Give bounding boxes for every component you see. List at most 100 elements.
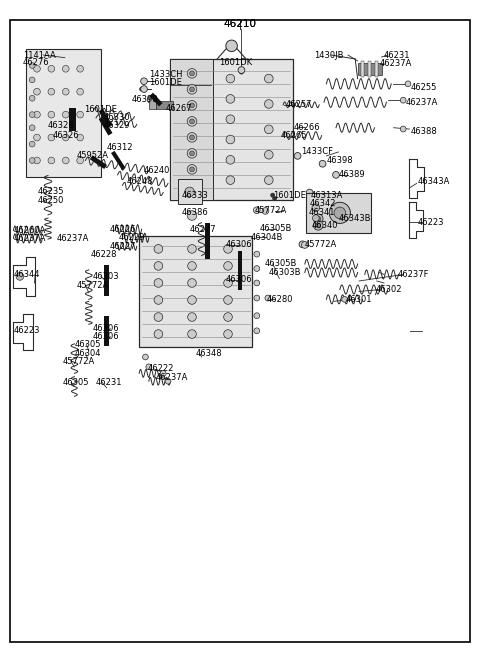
Text: 45772A: 45772A — [304, 240, 336, 250]
Text: 46304: 46304 — [74, 348, 101, 358]
Bar — [139, 236, 252, 347]
Circle shape — [264, 151, 273, 159]
Circle shape — [190, 103, 194, 108]
Text: 46227: 46227 — [109, 242, 136, 251]
Circle shape — [185, 187, 194, 196]
Circle shape — [190, 183, 194, 188]
Bar — [368, 60, 372, 77]
Text: 46237A: 46237A — [13, 234, 46, 243]
Bar — [375, 60, 378, 77]
Circle shape — [270, 193, 275, 198]
Circle shape — [48, 66, 55, 72]
Text: 46235: 46235 — [37, 187, 64, 196]
Circle shape — [141, 86, 147, 92]
Text: 46237A: 46237A — [379, 59, 411, 68]
Circle shape — [313, 214, 323, 223]
Text: 46303: 46303 — [92, 272, 119, 281]
Bar — [156, 101, 173, 109]
Text: 46231: 46231 — [384, 50, 410, 60]
Bar — [306, 193, 371, 233]
Circle shape — [190, 71, 194, 76]
Text: 46389: 46389 — [338, 170, 365, 179]
Text: 46306: 46306 — [92, 324, 119, 333]
Circle shape — [224, 244, 232, 253]
Circle shape — [226, 176, 235, 185]
Circle shape — [141, 78, 147, 84]
Circle shape — [154, 278, 163, 288]
Circle shape — [29, 158, 35, 163]
Text: 46277: 46277 — [190, 225, 216, 234]
Circle shape — [154, 261, 163, 271]
Bar — [238, 260, 242, 290]
Circle shape — [29, 63, 35, 68]
Text: 46304B: 46304B — [251, 233, 283, 242]
Circle shape — [187, 117, 197, 126]
Bar — [170, 59, 293, 200]
Circle shape — [188, 244, 196, 253]
Circle shape — [316, 223, 321, 228]
Text: 46330: 46330 — [103, 113, 130, 122]
Circle shape — [224, 278, 232, 288]
Circle shape — [160, 371, 166, 376]
Text: 46301: 46301 — [346, 295, 372, 304]
Circle shape — [154, 244, 163, 253]
Circle shape — [342, 297, 348, 302]
Circle shape — [226, 74, 235, 83]
Bar — [178, 179, 202, 204]
Circle shape — [190, 135, 194, 140]
Circle shape — [34, 88, 40, 95]
Text: 45772A: 45772A — [77, 281, 109, 290]
Text: 1601DE: 1601DE — [273, 191, 305, 200]
Text: 1141AA: 1141AA — [23, 50, 56, 60]
Text: 46326: 46326 — [53, 131, 79, 140]
Text: 46237A: 46237A — [57, 234, 89, 243]
Text: 46329: 46329 — [103, 121, 130, 130]
Circle shape — [238, 67, 245, 73]
Circle shape — [264, 74, 273, 83]
Circle shape — [226, 94, 235, 103]
Circle shape — [187, 181, 197, 190]
Circle shape — [187, 132, 197, 142]
Text: 46223: 46223 — [418, 217, 444, 227]
Text: 1601DK: 1601DK — [218, 58, 252, 67]
Text: 46341: 46341 — [308, 208, 335, 217]
Circle shape — [62, 111, 69, 118]
Bar — [205, 223, 209, 259]
Text: 46240: 46240 — [144, 166, 170, 176]
Circle shape — [313, 221, 323, 230]
Text: 1433CH: 1433CH — [149, 70, 182, 79]
Circle shape — [34, 66, 40, 72]
Text: 46267: 46267 — [166, 104, 192, 113]
Circle shape — [187, 84, 197, 94]
Circle shape — [190, 87, 194, 92]
Circle shape — [190, 119, 194, 124]
Text: 46313A: 46313A — [311, 191, 343, 200]
Circle shape — [143, 354, 148, 360]
Text: 46348: 46348 — [195, 348, 222, 358]
Circle shape — [16, 272, 24, 280]
Text: 46303B: 46303B — [268, 268, 301, 277]
Circle shape — [334, 207, 346, 219]
Text: 46210: 46210 — [224, 19, 256, 29]
Text: 45772A: 45772A — [254, 206, 287, 215]
Circle shape — [294, 153, 301, 159]
Circle shape — [254, 266, 260, 271]
Text: 46343B: 46343B — [338, 214, 371, 223]
Text: 46306: 46306 — [226, 240, 252, 250]
Circle shape — [188, 312, 196, 322]
Circle shape — [139, 86, 144, 92]
Text: 46237A: 46237A — [156, 373, 188, 382]
Text: 46312: 46312 — [107, 143, 133, 152]
Circle shape — [48, 157, 55, 164]
Circle shape — [142, 79, 146, 84]
Circle shape — [154, 312, 163, 322]
Text: 46344: 46344 — [13, 270, 40, 279]
Text: 46398: 46398 — [326, 156, 353, 165]
Circle shape — [34, 134, 40, 141]
Text: 46305B: 46305B — [259, 224, 291, 233]
Circle shape — [265, 295, 271, 301]
Circle shape — [62, 88, 69, 95]
Circle shape — [301, 242, 308, 248]
Circle shape — [48, 88, 55, 95]
Circle shape — [77, 157, 84, 164]
